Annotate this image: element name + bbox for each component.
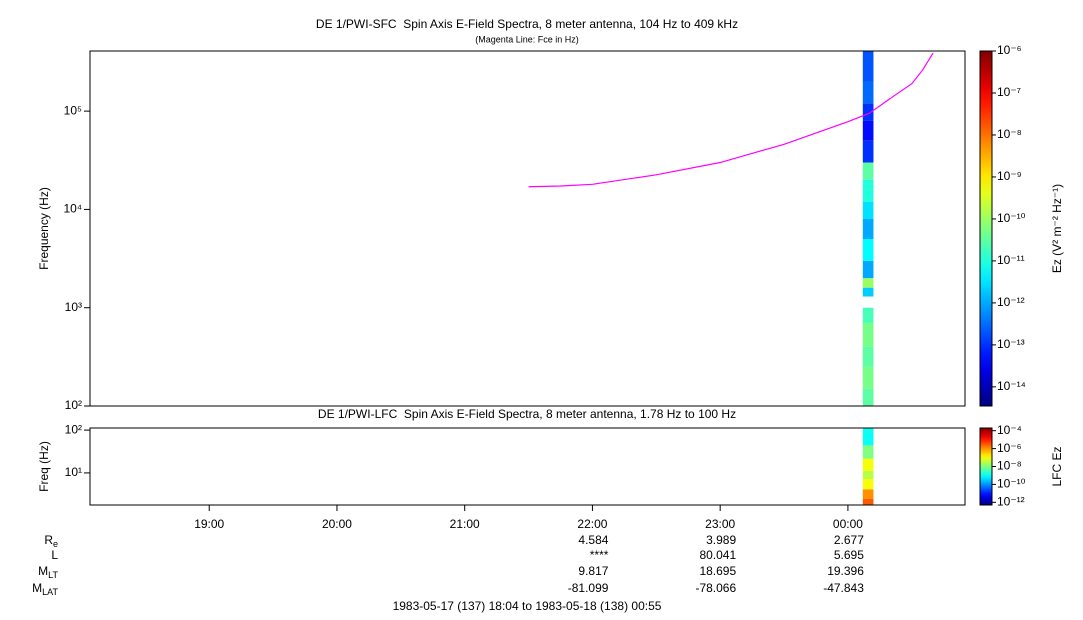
ephemeris-label: L	[51, 548, 58, 562]
ephemeris-value: -78.066	[695, 581, 736, 595]
spectrogram-cell	[862, 51, 874, 82]
chart-title: DE 1/PWI-SFC Spin Axis E-Field Spectra, …	[316, 17, 738, 31]
spectrogram-cell	[862, 201, 874, 219]
colorbar-tick-label: 10⁻¹⁴	[997, 379, 1026, 393]
ephemeris-value: 80.041	[699, 548, 736, 562]
spectrogram-cell	[862, 307, 874, 323]
chart-subtitle: (Magenta Line: Fce in Hz)	[475, 34, 579, 44]
spectrogram-cell	[862, 140, 874, 163]
spectrogram-cell	[862, 278, 874, 288]
spectrogram-cell	[862, 489, 874, 499]
ephemeris-label-main: M	[38, 564, 48, 578]
ephemeris-value: -47.843	[823, 581, 864, 595]
ephemeris-label: MLT	[38, 564, 58, 580]
plot-frame	[89, 50, 966, 407]
line-series	[528, 52, 934, 188]
ephemeris-label-sub: LT	[48, 570, 58, 580]
colorbar-tick-label: 10⁻⁶	[997, 43, 1022, 57]
colorbar-label: LFC Ez	[1050, 446, 1064, 486]
plot-frame	[89, 427, 966, 506]
spectrogram-cell	[862, 458, 874, 471]
ephemeris-label: Re	[44, 533, 58, 549]
colorbar-tick-label: 10⁻¹³	[997, 337, 1025, 351]
colorbar-tick-label: 10⁻¹⁰	[997, 477, 1026, 491]
spectrogram-cell	[862, 445, 874, 459]
colorbar-tick-label: 10⁻⁸	[997, 127, 1022, 141]
x-tick-label: 00:00	[833, 517, 863, 531]
x-tick-label: 19:00	[194, 517, 224, 531]
ephemeris-label-main: R	[44, 533, 53, 547]
chart-title: DE 1/PWI-LFC Spin Axis E-Field Spectra, …	[318, 407, 736, 421]
spectrogram-cell	[862, 179, 874, 202]
x-tick-label: 21:00	[450, 517, 480, 531]
colorbar-tick-label: 10⁻¹²	[997, 494, 1025, 508]
x-tick-label: 20:00	[322, 517, 352, 531]
spectrogram-cell	[862, 260, 874, 279]
ephemeris-label-sub: LAT	[42, 587, 58, 597]
spectrogram-cell	[862, 498, 874, 505]
spectrogram-cell	[862, 388, 874, 406]
spectrogram-cell	[862, 470, 874, 480]
spectrogram-cell	[862, 239, 874, 261]
ephemeris-value: 2.677	[834, 533, 864, 547]
colorbar	[979, 50, 993, 407]
spectrogram-cell	[862, 366, 874, 389]
x-tick-label: 22:00	[577, 517, 607, 531]
ephemeris-label: MLAT	[32, 581, 58, 597]
spectrogram-cell	[862, 428, 874, 446]
spectrogram-cell	[862, 162, 874, 180]
ephemeris-value: -81.099	[568, 581, 609, 595]
colorbar-tick-label: 10⁻¹²	[997, 295, 1025, 309]
ephemeris-value: ****	[590, 548, 609, 562]
spectrogram-cell	[862, 346, 874, 367]
ephemeris-value: 19.396	[827, 564, 864, 578]
y-tick-label: 10³	[65, 300, 82, 314]
y-tick-label: 10¹	[65, 465, 82, 479]
y-tick-label: 10²	[65, 422, 82, 436]
x-tick-label: 23:00	[705, 517, 735, 531]
colorbar-tick-label: 10⁻⁶	[997, 441, 1022, 455]
colorbar-tick-label: 10⁻⁴	[997, 423, 1022, 437]
colorbar-tick-label: 10⁻¹¹	[997, 253, 1025, 267]
colorbar-tick-label: 10⁻¹⁰	[997, 211, 1026, 225]
spectrogram-cell	[862, 120, 874, 141]
ephemeris-value: 9.817	[578, 564, 608, 578]
spectrogram-cell	[862, 287, 874, 297]
ephemeris-label-sub: e	[53, 539, 58, 549]
colorbar-tick-label: 10⁻⁹	[997, 169, 1022, 183]
y-tick-label: 10⁴	[63, 202, 82, 216]
ephemeris-label-main: M	[32, 581, 42, 595]
y-tick-label: 10²	[65, 398, 82, 412]
spectrogram-cell	[862, 103, 874, 121]
spectrogram-cell	[862, 81, 874, 104]
colorbar	[979, 427, 993, 506]
ephemeris-label-main: L	[51, 548, 58, 562]
y-axis-label: Freq (Hz)	[37, 441, 51, 492]
spectrogram-cell	[862, 322, 874, 347]
ephemeris-value: 3.989	[706, 533, 736, 547]
y-tick-label: 10⁵	[64, 103, 82, 117]
spectrogram-cell	[862, 218, 874, 240]
ephemeris-value: 18.695	[699, 564, 736, 578]
footer: 1983-05-17 (137) 18:04 to 1983-05-18 (13…	[393, 599, 662, 613]
spectrogram-cell	[862, 479, 874, 490]
ephemeris-value: 4.584	[578, 533, 608, 547]
colorbar-tick-label: 10⁻⁷	[997, 85, 1021, 99]
ephemeris-value: 5.695	[834, 548, 864, 562]
y-axis-label: Frequency (Hz)	[37, 187, 51, 270]
colorbar-label: Ez (V² m⁻² Hz⁻¹)	[1050, 184, 1064, 273]
colorbar-tick-label: 10⁻⁸	[997, 459, 1022, 473]
